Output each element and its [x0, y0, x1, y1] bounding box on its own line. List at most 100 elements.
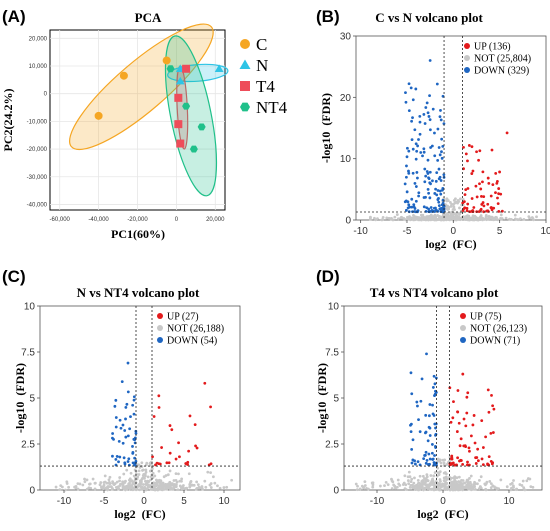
volcano-point-down: [415, 400, 419, 404]
volcano-point-not: [432, 474, 436, 478]
volcano-point-down: [426, 158, 430, 162]
volcano-point-not: [174, 472, 178, 476]
volcano-point-not: [65, 482, 69, 485]
volcano-point-up: [476, 459, 480, 463]
volcano-point-not: [101, 487, 105, 491]
pca-y-tick-label: -10,000: [27, 119, 48, 125]
pca-x-ticks: -60,000 -40,000 -20,000 0 20,000: [50, 217, 226, 223]
volcano-point-down: [432, 461, 436, 465]
volcano-point-not: [178, 484, 182, 488]
volcano-point-not: [505, 485, 509, 489]
volcano-point-not: [180, 479, 183, 483]
y-tick-label: 5: [333, 394, 339, 405]
volcano-point-down: [423, 180, 427, 184]
volcano-point-not: [216, 484, 219, 488]
volcano-point-down: [424, 413, 428, 417]
x-tick-label: 5: [497, 226, 503, 237]
volcano-point-not: [443, 471, 447, 474]
volcano-point-up: [469, 434, 473, 438]
volcano-point-not: [438, 487, 442, 490]
volcano-point-down: [125, 402, 129, 406]
volcano-point-up: [487, 181, 491, 185]
volcano-point-up: [491, 404, 495, 408]
volcano-point-not: [149, 478, 153, 482]
volcano-point-not: [523, 488, 527, 492]
volcano-point-up: [489, 459, 493, 463]
volcano-point-down: [117, 460, 120, 464]
volcano-point-down: [118, 418, 122, 422]
volcano-point-not: [146, 485, 150, 489]
volcano-point-not: [429, 488, 433, 491]
volcano-point-up: [468, 449, 471, 453]
legend-label-up: UP (75): [470, 312, 502, 323]
volcano-point-not: [161, 484, 165, 488]
volcano-point-not: [121, 483, 125, 487]
volcano-point-not: [199, 486, 203, 490]
volcano-point-not: [164, 474, 168, 477]
volcano-point-down: [118, 455, 122, 459]
volcano-point-up: [466, 460, 469, 464]
volcano-point-not: [161, 481, 165, 485]
x-tick-label: -10: [370, 496, 385, 507]
volcano-point-up: [152, 415, 156, 418]
volcano-point-up: [464, 152, 468, 156]
volcano-point-not: [434, 484, 438, 488]
volcano-point-up: [187, 449, 191, 453]
pca-point-c: [162, 56, 171, 65]
volcano-point-down: [427, 177, 431, 181]
volcano-point-up: [486, 202, 490, 206]
pca-point-c: [94, 111, 103, 120]
volcano-point-not: [360, 484, 364, 488]
volcano-point-down: [426, 439, 430, 443]
volcano-point-not: [368, 217, 372, 221]
volcano-point-not: [446, 213, 450, 217]
volcano-point-not: [76, 487, 80, 491]
volcano-point-not: [430, 215, 433, 219]
volcano-point-not: [149, 488, 153, 491]
volcano-point-up: [472, 206, 476, 209]
volcano-point-up: [498, 170, 501, 174]
volcano-point-not: [144, 479, 147, 483]
volcano-point-not: [395, 485, 399, 489]
volcano-point-not: [211, 475, 215, 479]
volcano-point-not: [105, 481, 109, 485]
volcano-point-not: [149, 463, 153, 467]
volcano-point-up: [461, 209, 465, 212]
volcano-point-down: [433, 131, 436, 135]
volcano-point-not: [87, 486, 91, 490]
volcano-point-down: [413, 207, 417, 210]
y-axis-label: -log10 (FDR): [315, 363, 329, 433]
volcano-point-not: [140, 465, 144, 468]
volcano-point-not: [230, 478, 234, 482]
volcano-point-up: [463, 206, 467, 210]
volcano-point-up: [490, 393, 493, 397]
volcano-point-not: [144, 482, 148, 486]
x-tick-label: 10: [503, 496, 515, 507]
volcano-point-not: [484, 487, 488, 491]
volcano-point-up: [505, 131, 509, 135]
volcano-point-not: [170, 486, 173, 490]
volcano-point-down: [129, 415, 132, 419]
volcano-point-down: [407, 171, 411, 175]
volcano-point-down: [127, 457, 131, 461]
volcano-point-not: [143, 472, 147, 476]
volcano-point-not: [390, 487, 394, 490]
volcano-point-not: [454, 212, 458, 216]
volcano-point-not: [83, 480, 87, 484]
volcano-point-up: [494, 171, 498, 175]
volcano-point-not: [416, 479, 420, 482]
volcano-point-not: [431, 477, 434, 481]
volcano-point-not: [520, 484, 524, 487]
volcano-point-up: [481, 170, 485, 174]
volcano-point-not: [513, 217, 517, 221]
volcano-point-not: [427, 218, 430, 222]
volcano-point-up: [465, 463, 469, 467]
volcano-point-not: [445, 463, 449, 466]
panel-a-title: PCA: [135, 10, 162, 25]
volcano-point-not: [436, 214, 439, 217]
volcano-point-down: [114, 398, 118, 402]
volcano-point-not: [380, 218, 384, 222]
volcano-point-not: [452, 476, 456, 480]
volcano-point-not: [133, 483, 137, 487]
panel-d-letter: (D): [316, 267, 340, 286]
